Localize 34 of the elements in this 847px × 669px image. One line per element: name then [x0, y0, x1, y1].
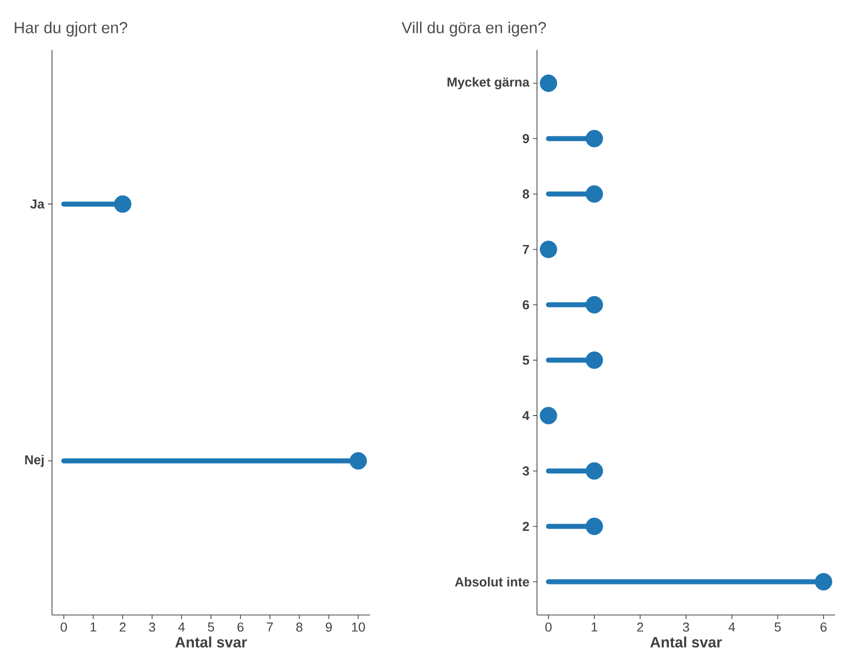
x-tick-label: 3 — [149, 622, 156, 632]
x-tick-label: 0 — [60, 622, 67, 632]
y-tick-label: Nej — [25, 454, 44, 467]
y-tick-label: 7 — [522, 244, 529, 254]
x-tick-label: 4 — [178, 622, 185, 632]
x-axis-title: Antal svar — [650, 636, 722, 648]
y-tick-label: 4 — [522, 411, 530, 420]
x-tick-label: 1 — [90, 622, 96, 632]
y-tick-label: 5 — [522, 356, 530, 365]
x-tick-label: 2 — [120, 622, 126, 632]
x-tick-label: 5 — [774, 622, 781, 632]
y-tick-label: 9 — [522, 134, 530, 144]
y-tick-label: 6 — [522, 300, 530, 310]
chart-title: Har du gjort en? — [14, 22, 128, 36]
x-tick-label: 7 — [266, 622, 273, 632]
x-tick-label: 3 — [682, 622, 690, 632]
x-tick-label: 5 — [208, 622, 214, 632]
y-tick-label: Absolut inte — [454, 576, 530, 587]
y-tick-label: 8 — [522, 189, 530, 199]
x-tick-label: 2 — [637, 622, 644, 632]
y-tick-label: 3 — [522, 466, 530, 476]
chart-title: Vill du göra en igen? — [402, 22, 546, 36]
x-tick-label: 10 — [352, 622, 365, 632]
x-tick-label: 8 — [296, 622, 302, 632]
x-tick-label: 1 — [592, 622, 598, 632]
y-tick-label: Ja — [30, 200, 45, 209]
x-tick-label: 9 — [326, 622, 332, 632]
x-tick-label: 4 — [728, 622, 736, 632]
x-axis-title: Antal svar — [175, 636, 247, 648]
y-tick-label: Mycket gärna — [448, 77, 530, 90]
x-tick-label: 6 — [820, 622, 827, 632]
y-tick-label: 2 — [522, 522, 529, 531]
x-tick-label: 6 — [238, 622, 244, 632]
x-tick-label: 0 — [545, 622, 552, 632]
